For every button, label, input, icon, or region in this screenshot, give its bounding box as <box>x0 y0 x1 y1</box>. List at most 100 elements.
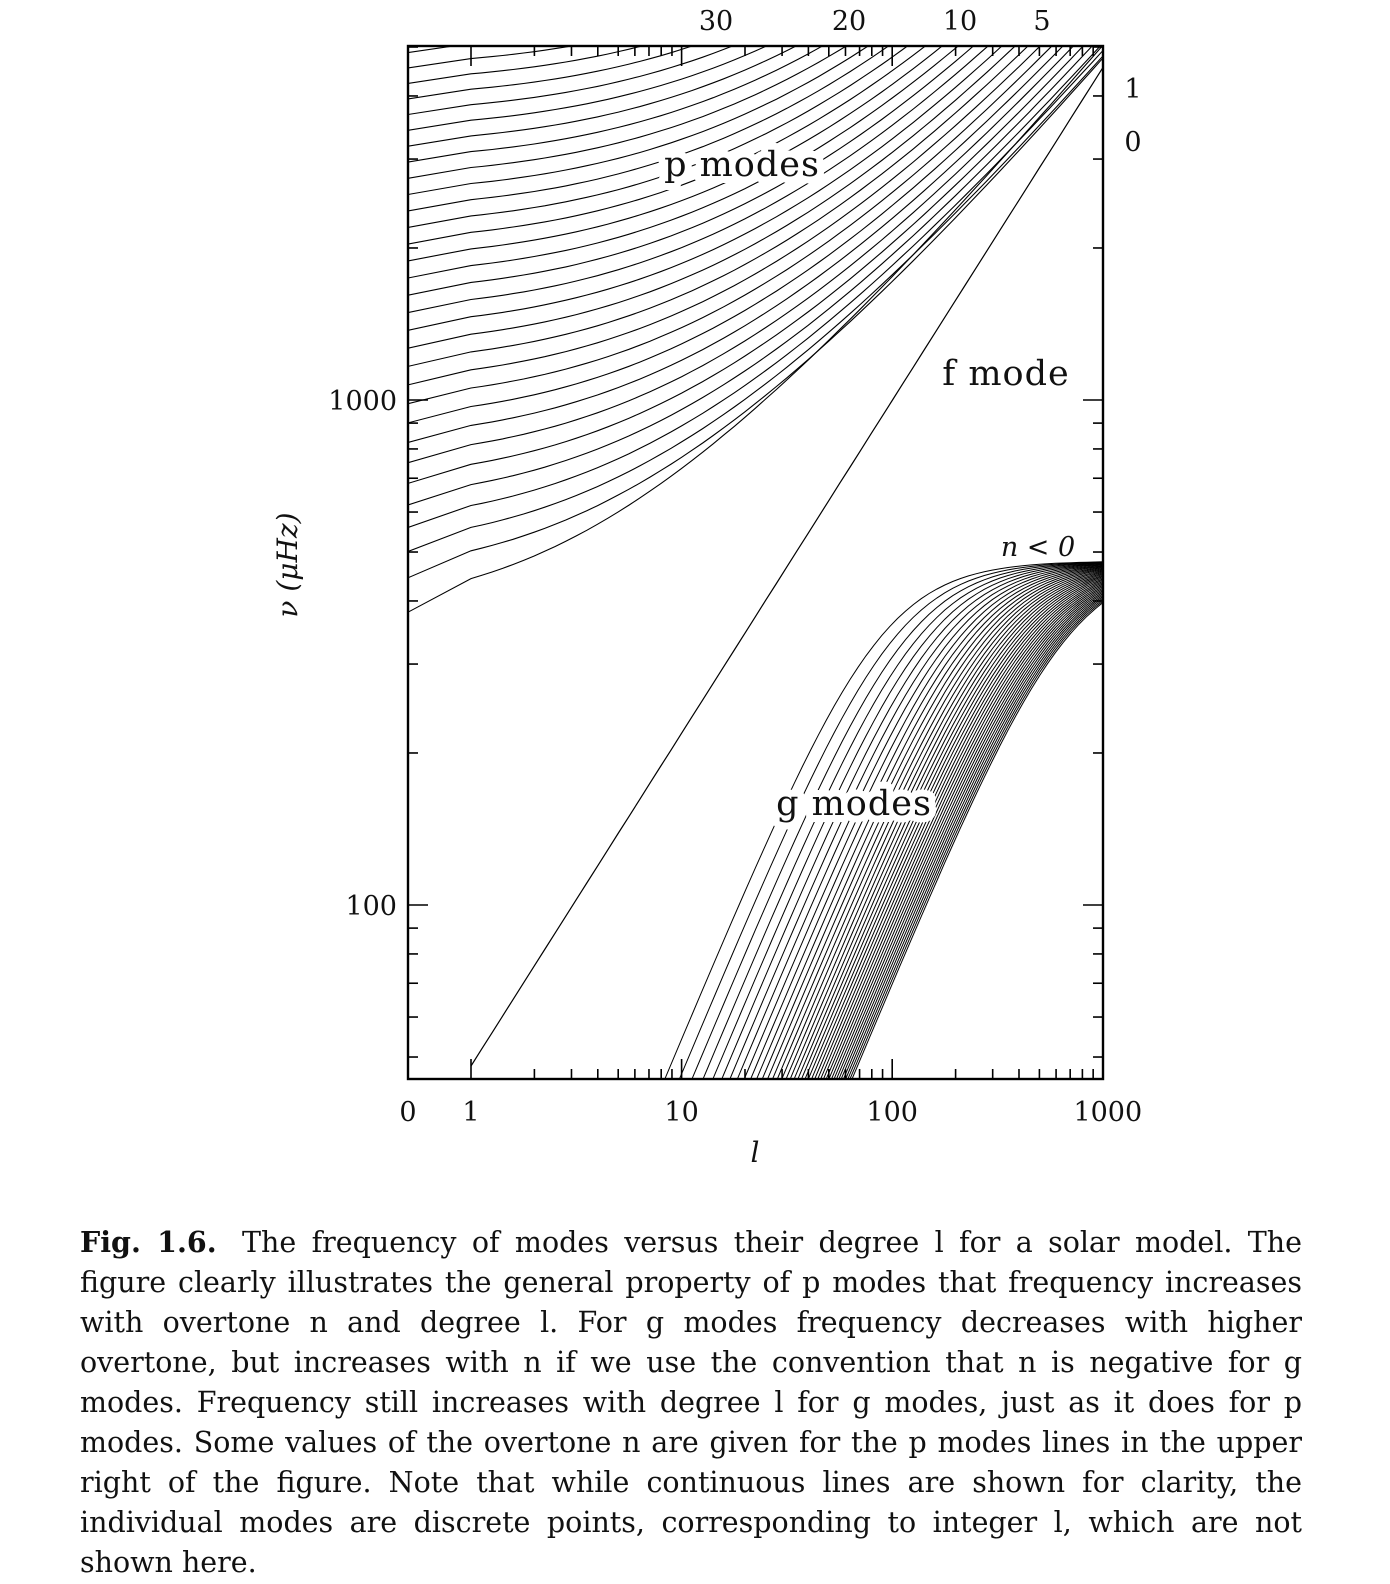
g-mode-curve <box>820 583 1103 1079</box>
g-mode-curve <box>772 569 1103 1079</box>
p-mode-curve <box>408 46 960 279</box>
p-mode-curve <box>408 46 1029 367</box>
x-tick-label: 10 <box>664 1097 698 1128</box>
g-mode-curve <box>756 566 1103 1079</box>
g-mode-curve <box>817 582 1103 1079</box>
g-mode-curve <box>851 602 1103 1079</box>
g-mode-curve <box>793 573 1103 1079</box>
p-mode-curve <box>408 46 694 100</box>
g-mode-curve <box>736 564 1103 1079</box>
right-overtone-label: 1 <box>1124 74 1141 105</box>
g-mode-curve <box>776 570 1103 1079</box>
p-mode-curve <box>408 46 1093 484</box>
g-mode-curve <box>830 588 1103 1079</box>
p-mode-curve <box>408 46 870 196</box>
annotation-halo: f mode <box>942 354 1069 394</box>
p-mode-curve <box>408 46 644 84</box>
caption-text: The frequency of modes versus their degr… <box>80 1226 1302 1579</box>
top-overtone-label: 10 <box>943 6 977 37</box>
g-mode-curve <box>828 587 1103 1079</box>
top-overtone-label: 20 <box>832 6 866 37</box>
annotation-label: f mode <box>942 354 1069 394</box>
p-mode-curve <box>408 46 1041 386</box>
g-mode-curve <box>847 599 1103 1079</box>
g-mode-curve <box>767 568 1103 1079</box>
g-mode-curve <box>845 597 1103 1079</box>
p-mode-curve <box>408 46 1064 424</box>
p-mode-curve <box>408 46 768 131</box>
g-mode-curve <box>797 575 1103 1079</box>
p-mode-curve <box>408 46 989 314</box>
x-axis-title: l <box>751 1136 760 1169</box>
right-overtone-label: 0 <box>1124 127 1141 158</box>
p-mode-curve <box>408 46 1103 613</box>
p-mode-curve <box>408 46 890 212</box>
p-mode-curve <box>408 46 848 179</box>
g-mode-curve <box>849 600 1103 1079</box>
g-mode-curve <box>761 567 1103 1079</box>
g-mode-curve <box>807 578 1103 1079</box>
p-mode-curve <box>408 46 1003 331</box>
figure: 0 1 10 100 1000 100 1000 30 20 10 5 1 0 p modes p mode… <box>271 0 1142 1169</box>
g-mode-curve <box>664 561 1103 1079</box>
p-mode-curve <box>408 46 1075 444</box>
p-mode-curve <box>408 46 909 228</box>
g-mode-curve <box>729 563 1103 1079</box>
y-axis-title: ν (μHz) <box>271 512 304 617</box>
plot-frame <box>406 44 1105 1081</box>
p-mode-curve <box>408 46 575 69</box>
g-mode-curve <box>822 584 1103 1079</box>
g-mode-curve <box>825 586 1103 1079</box>
g-mode-curve <box>814 580 1103 1079</box>
g-mode-curve <box>678 561 1103 1079</box>
p-mode-curve <box>408 46 735 116</box>
annotation-halo: g modes <box>776 784 932 824</box>
g-mode-curve <box>702 562 1103 1079</box>
g-mode-curve <box>840 594 1103 1079</box>
p-mode-curve <box>408 46 1084 464</box>
g-mode-curve <box>750 565 1103 1079</box>
g-mode-curve <box>838 593 1103 1079</box>
annotation-label: g modes <box>776 784 932 824</box>
g-mode-curve <box>833 590 1103 1079</box>
p-mode-curve <box>408 46 1016 349</box>
mode-curves <box>408 0 1103 1079</box>
x-tick-label: 100 <box>866 1097 918 1128</box>
p-mode-curve <box>408 50 1103 529</box>
p-mode-curve <box>408 46 943 262</box>
axis-ticks <box>408 46 1104 1079</box>
annotation-halo: p modes <box>664 145 820 185</box>
p-mode-curve <box>408 46 458 54</box>
y-tick-label: 100 <box>345 891 397 922</box>
x-tick-label: 1 <box>462 1097 479 1128</box>
g-mode-curve <box>842 596 1103 1079</box>
p-mode-curve <box>408 46 1101 506</box>
g-mode-curve <box>800 576 1103 1079</box>
g-mode-curve <box>712 562 1103 1079</box>
y-tick-label: 1000 <box>328 386 397 417</box>
annotation-label: n < 0 <box>1001 532 1075 563</box>
p-mode-curve <box>408 55 1103 553</box>
caption-label: Fig. 1.6. <box>80 1225 217 1259</box>
g-mode-curve <box>811 579 1103 1079</box>
g-mode-curve <box>785 571 1103 1079</box>
p-mode-curve <box>408 46 927 245</box>
p-mode-curve <box>408 0 1103 22</box>
top-overtone-label: 5 <box>1033 6 1050 37</box>
p-mode-curve <box>408 46 1053 405</box>
g-mode-curve <box>789 572 1103 1079</box>
g-mode-curve <box>721 563 1103 1079</box>
g-mode-curve <box>804 577 1103 1079</box>
figure-caption: Fig. 1.6. The frequency of modes versus … <box>80 1222 1302 1583</box>
p-mode-curve <box>408 46 975 296</box>
annotation-label: p modes <box>664 145 820 185</box>
g-mode-curve <box>781 570 1103 1079</box>
p-mode-curve <box>408 57 1103 579</box>
g-mode-curve <box>835 591 1103 1079</box>
p-mode-curve <box>408 0 1103 37</box>
x-tick-label: 0 <box>399 1097 416 1128</box>
f-mode-curve <box>470 67 1103 1067</box>
top-overtone-label: 30 <box>699 6 733 37</box>
